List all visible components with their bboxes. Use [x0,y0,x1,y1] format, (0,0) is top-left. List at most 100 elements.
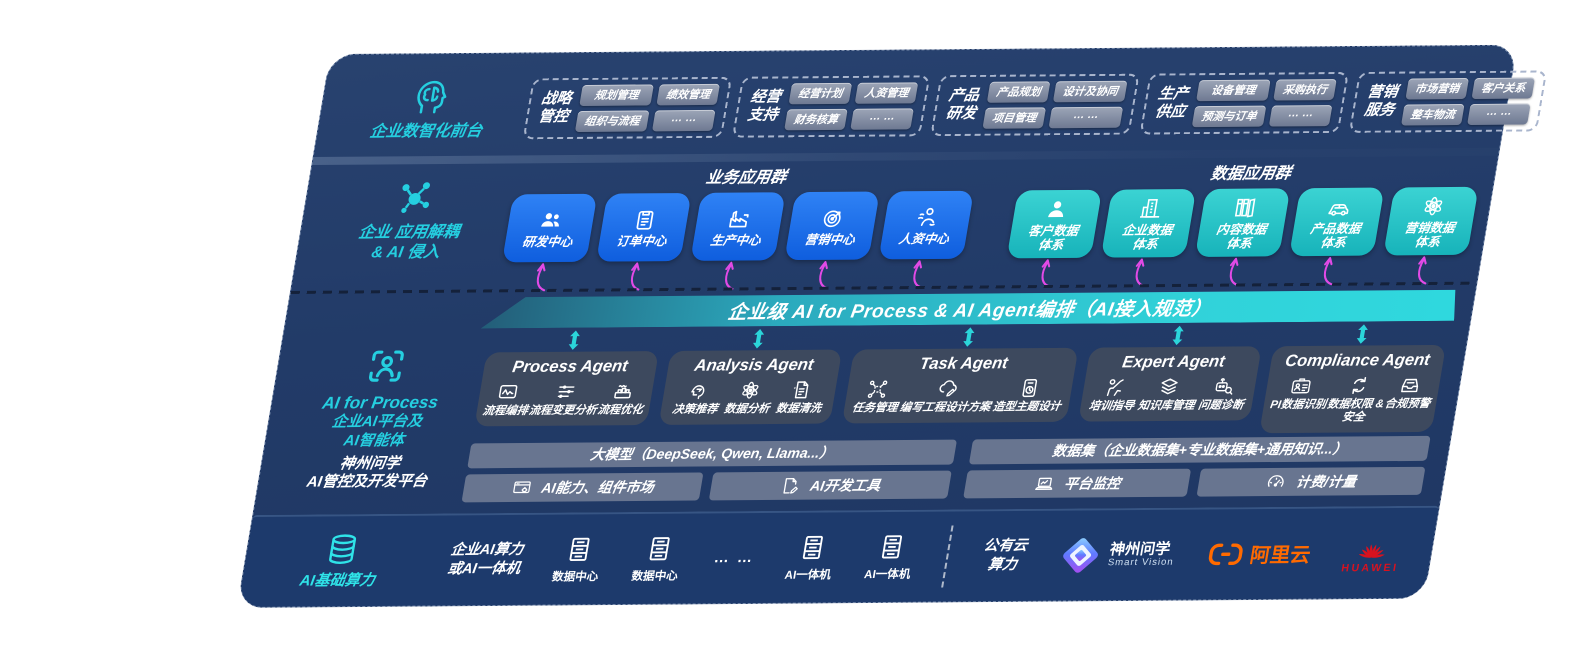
group-modules: 经营计划 人资管理 财务核算… … [784,81,919,130]
tile-cell: 企业数据体系 [1096,189,1197,288]
flow-arrow-icon [1410,255,1435,285]
compute-node: AI一体机 [863,532,917,582]
module-pill: … … [850,107,914,130]
partner-subname: Smart Vision [1106,556,1175,569]
agent-column: Task Agent 任务管理 编写工程设计方案 造型主题设计 [840,326,1082,437]
module-pill: 设备管理 [1196,79,1271,101]
group-title: 生产供应 [1153,85,1190,121]
front-office-groups: 战略管控 规划管理 绩效管理 组织与流程… … 经营支持 经营计划 人资管理 财务核算… … 产… [522,69,1554,139]
ellipsis-more: … … [712,549,756,567]
molecule-icon [390,176,439,218]
tile-row: 研发中心 订单中心 生产中心 营销中心 人资中心 [497,190,974,293]
capability-label: 数据权限 & 安全 [1326,398,1385,424]
agent-capability: 决策推荐 [671,379,722,416]
model-bar: 大模型（DeepSeek, Qwen, Llama...） [467,439,957,469]
app-tile: 产品数据体系 [1288,187,1385,257]
capability-label: PI数据识别 [1269,398,1328,412]
flow-arrow-icon [1316,256,1341,286]
front-office-group: 生产供应 设备管理 采购执行 预测与订单… … [1139,71,1350,135]
front-office-group: 营销服务 市场营销 客户关系 整车物流… … [1348,69,1548,133]
agent-cards: Process Agent 流程编排 流程变更分析 流程优化 Analysis Agen… [472,323,1456,440]
layer-label-line: 神州问学 [338,454,402,472]
platform-panels: 大模型（DeepSeek, Qwen, Llama...） AI能力、组件市场 A… [461,435,1436,503]
agent-label-block: AI for Process 企业AI平台及 AI智能体 [274,344,488,451]
agent-capabilities: PI数据识别 数据权限 & 安全 合规预警 [1266,374,1436,425]
sliders-icon [553,381,579,403]
agent-capabilities: 决策推荐 数据分析 数据清洗 [665,379,833,417]
module-pill: 预测与订单 [1191,105,1267,127]
platform-tool: 计费/计量 [1196,466,1426,497]
market-icon [510,478,533,498]
agent-title: Analysis Agent [693,355,816,375]
person-icon [1043,196,1071,220]
compute-node-label: AI一体机 [783,569,832,582]
platform-layer: 神州问学 AI管控及开发平台 大模型（DeepSeek, Qwen, Llama… [265,435,1437,505]
tile-row: 客户数据体系 企业数据体系 内容数据体系 产品数据体系 营销数据体系 [1002,186,1479,289]
dataset-panel: 数据集（企业数据集+专业数据集+通用知识...） 平台监控 计费/计量 [962,435,1431,499]
compute-node-label: AI一体机 [863,568,912,581]
agent-capability: 知识库管理 [1137,376,1200,413]
agent-capability: 数据权限 & 安全 [1324,374,1389,424]
tile-label: 产品数据体系 [1309,221,1362,250]
agent-capability: 流程变更分析 [528,380,602,418]
partner-smartvision: 神州问学 Smart Vision [1056,534,1179,577]
tile-label: 内容数据体系 [1215,221,1268,251]
tile-label: 研发中心 [521,234,574,249]
layer-label-line: AI管控及开发平台 [305,473,429,491]
app-tile: 营销数据体系 [1383,186,1479,256]
datalock-icon [1346,374,1372,396]
tile-cell: 生产中心 [685,192,786,291]
capability-label: 数据分析 [723,403,771,416]
target-icon [819,205,847,229]
agent-capability: 流程优化 [596,380,647,417]
layer-label-line: AI for Process [320,392,440,413]
platform-tool: 平台监控 [962,468,1192,499]
alert-tray-icon [1398,374,1424,396]
group-modules: 设备管理 采购执行 预测与订单… … [1191,78,1337,127]
tile-cell: 研发中心 [497,193,598,293]
public-cloud-label: 公有云 算力 [979,537,1029,575]
application-label-block: 企业 应用解耦 & AI 侵入 [306,175,517,264]
atom-icon [1419,194,1447,218]
partner-smartvision-text: 神州问学 Smart Vision [1107,540,1178,569]
agent-capability: PI数据识别 [1269,375,1331,412]
module-pill: … … [1467,103,1531,125]
model-tools: AI能力、组件市场 AI开发工具 [461,470,952,503]
agent-column: Expert Agent 培训指导 知识库管理 问题诊断 [1076,324,1266,434]
front-office-label-block: 企业数智化前台 [326,76,533,143]
agent-capability: 造型主题设计 [992,377,1066,415]
capability-label: 问题诊断 [1197,399,1245,412]
front-office-layer: 企业数智化前台 战略管控 规划管理 绩效管理 组织与流程… … 经营支持 经营计划 人资管理… [324,54,1548,157]
platform-tool: AI开发工具 [709,470,952,501]
tile-cell: 订单中心 [591,192,692,292]
banner-text: 企业级 AI for Process & AI Agent编排（AI接入规范） [726,298,1214,324]
platform-tool-label: AI能力、组件市场 [540,478,656,496]
devtools-icon [779,476,802,496]
server-icon [642,534,677,564]
tile-cell: 内容数据体系 [1190,188,1291,287]
tile-label: 营销中心 [803,232,857,247]
tile-label: 生产中心 [709,232,762,248]
group-modules: 市场营销 客户关系 整车物流… … [1401,77,1536,126]
car-icon [1325,194,1353,218]
atom-icon [737,379,763,401]
gauge-icon [1264,472,1287,492]
dataset-bar: 数据集（企业数据集+专业数据集+通用知识...） [968,435,1431,465]
front-office-group: 产品研发 产品规划 设计及协同 项目管理… … [930,73,1140,136]
agent-card: Analysis Agent 决策推荐 数据分析 数据清洗 [658,349,843,425]
flow-arrow-icon [1222,257,1247,287]
compute-label: 企业AI算力 或AI一体机 [446,541,525,579]
group-title: 营销服务 [1363,83,1400,119]
module-pill: 规划管理 [579,83,654,106]
agent-card: Task Agent 任务管理 编写工程设计方案 造型主题设计 [842,347,1079,424]
module-pill: 设计及协同 [1052,80,1128,102]
tile-cell: 营销数据体系 [1378,186,1479,286]
agent-capability: 任务管理 [851,378,902,415]
compute-label-line: 或AI一体机 [446,560,522,578]
app-tile: 研发中心 [501,193,598,263]
app-group-title: 数据应用群 [1209,165,1293,183]
app-tile: 内容数据体系 [1194,188,1291,257]
flow-arrow-icon [905,259,930,289]
agent-capability: 数据分析 [723,379,774,416]
brain-icon [408,77,455,117]
